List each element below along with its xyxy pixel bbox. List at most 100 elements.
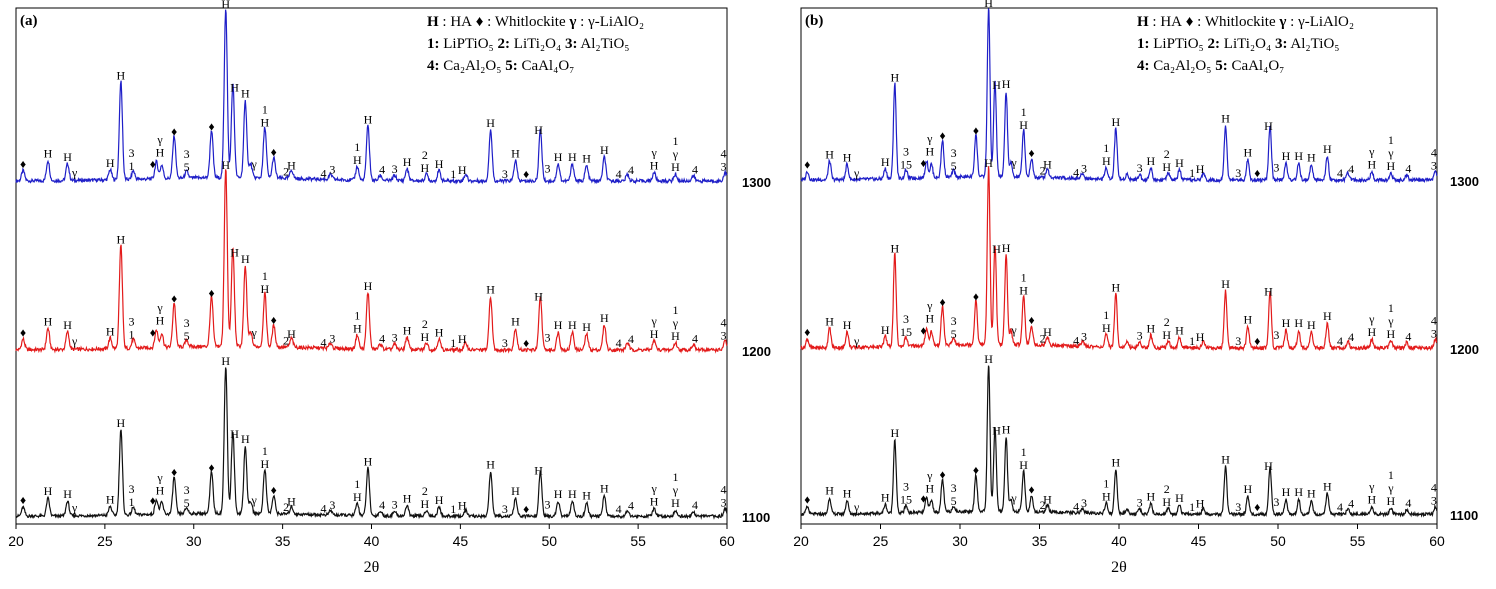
peak-label: ♦ <box>939 467 945 481</box>
peak-label: 1 <box>1021 105 1027 119</box>
legend-desc: CaAl₄O₇ <box>518 58 575 74</box>
peak-label: H <box>1387 494 1396 508</box>
peak-label: ♦ <box>208 461 214 475</box>
peak-label: γ <box>672 147 679 161</box>
peak-label: 4 <box>692 331 698 345</box>
legend-key: 5: <box>1211 58 1227 74</box>
peak-label: ♦ <box>271 483 277 497</box>
peak-label: 3 <box>329 498 335 512</box>
peak-label: H <box>353 321 362 335</box>
peak-label: H <box>403 155 412 169</box>
peak-label: H <box>261 115 270 129</box>
peak-label: 1 <box>450 336 456 350</box>
peak-label: H <box>156 483 165 497</box>
peak-label: 1 <box>1189 500 1195 514</box>
peak-label: H <box>1102 154 1111 168</box>
peak-label: 3 <box>129 146 135 160</box>
peak-label: H <box>117 68 126 82</box>
peak-label: H <box>353 490 362 504</box>
peak-label: H <box>117 233 126 247</box>
peak-label: H <box>435 157 444 171</box>
peak-label: H <box>554 318 563 332</box>
peak-label: ♦ <box>804 158 810 172</box>
peak-label: γ <box>251 493 258 507</box>
peak-label: 1 <box>1388 468 1394 482</box>
peak-label: H <box>1111 456 1120 470</box>
peak-label: ♦ <box>523 167 529 181</box>
legend-desc: : Whitlockite <box>1193 14 1276 30</box>
peak-label: H <box>1111 115 1120 129</box>
x-tick-label: 50 <box>1270 533 1286 549</box>
peak-label: H <box>287 495 296 509</box>
peak-label: ♦ <box>208 119 214 133</box>
peak-label: H <box>230 246 239 260</box>
peak-label: ♦ <box>1028 313 1034 327</box>
peak-label: H <box>1323 142 1332 156</box>
peak-label: H <box>1294 485 1303 499</box>
legend-key: 2: <box>494 36 510 52</box>
peak-label: H <box>435 325 444 339</box>
peak-label: H <box>984 156 993 170</box>
peak-label: H <box>1387 159 1396 173</box>
peak-label: 3 <box>329 163 335 177</box>
peak-label: H <box>881 155 890 169</box>
peak-label: 2 <box>422 148 428 162</box>
peak-label: 3 <box>903 312 909 326</box>
peak-label: 5 <box>951 494 957 508</box>
legend-key: H <box>1137 14 1149 30</box>
peak-label: H <box>582 152 591 166</box>
x-tick-label: 45 <box>453 533 469 549</box>
peak-label: H <box>881 323 890 337</box>
peak-label: H <box>44 147 53 161</box>
peak-label: 1 <box>354 477 360 491</box>
peak-label: 3 <box>502 502 508 516</box>
peak-label: H <box>554 150 563 164</box>
peak-label: H <box>843 151 852 165</box>
peak-label: γ <box>156 470 163 484</box>
peak-label: 2 <box>1040 164 1046 178</box>
series-line-1100 <box>800 365 1438 518</box>
peak-label: 4 <box>1348 330 1354 344</box>
peak-label: 4 <box>628 332 634 346</box>
peak-label: 5 <box>951 159 957 173</box>
peak-label: 2 <box>283 334 289 348</box>
peak-label: 1 <box>1021 445 1027 459</box>
peak-label: H <box>221 354 230 368</box>
legend-key: γ <box>1276 14 1287 30</box>
peak-label: H <box>106 493 115 507</box>
peak-label: ♦ <box>973 289 979 303</box>
x-tick-label: 55 <box>630 533 646 549</box>
peak-label: 3 <box>1081 496 1087 510</box>
peak-label: 4 <box>1073 500 1079 514</box>
legend-desc: LiTi₂O₄ <box>510 36 561 52</box>
peak-label: 3 <box>903 480 909 494</box>
peak-label: H <box>1243 313 1252 327</box>
peak-label: H <box>420 497 429 511</box>
peak-label: H <box>925 481 934 495</box>
peak-label: 2 <box>1040 332 1046 346</box>
peak-label: γ <box>926 299 933 313</box>
peak-label: γ <box>1368 312 1375 326</box>
peak-label: 2 <box>283 165 289 179</box>
peak-label: H <box>106 325 115 339</box>
peak-label: 3 <box>951 481 957 495</box>
peak-label: 1 <box>1388 301 1394 315</box>
peak-label: 4 <box>628 163 634 177</box>
peak-label: H <box>1002 77 1011 91</box>
peak-label: 4 <box>379 498 385 512</box>
legend-key: 4: <box>427 58 440 74</box>
legend-line-3: 4: Ca₂Al₂O₅ 5: CaAl₄O₇ <box>427 58 574 74</box>
peak-label: H <box>600 143 609 157</box>
peak-label: 3 <box>951 314 957 328</box>
x-tick-label: 40 <box>364 533 380 549</box>
peak-label: 4 <box>628 499 634 513</box>
peak-label: H <box>1367 493 1376 507</box>
peak-label: H <box>486 116 495 130</box>
plot-frame <box>800 7 1438 525</box>
peak-label: 4 <box>1348 497 1354 511</box>
peak-label: 4 <box>720 483 726 497</box>
x-tick-label: 35 <box>275 533 291 549</box>
legend-key: ♦ <box>1182 14 1194 30</box>
series-label-1100: 1100 <box>1450 508 1478 523</box>
peak-label: 1 <box>1388 133 1394 147</box>
